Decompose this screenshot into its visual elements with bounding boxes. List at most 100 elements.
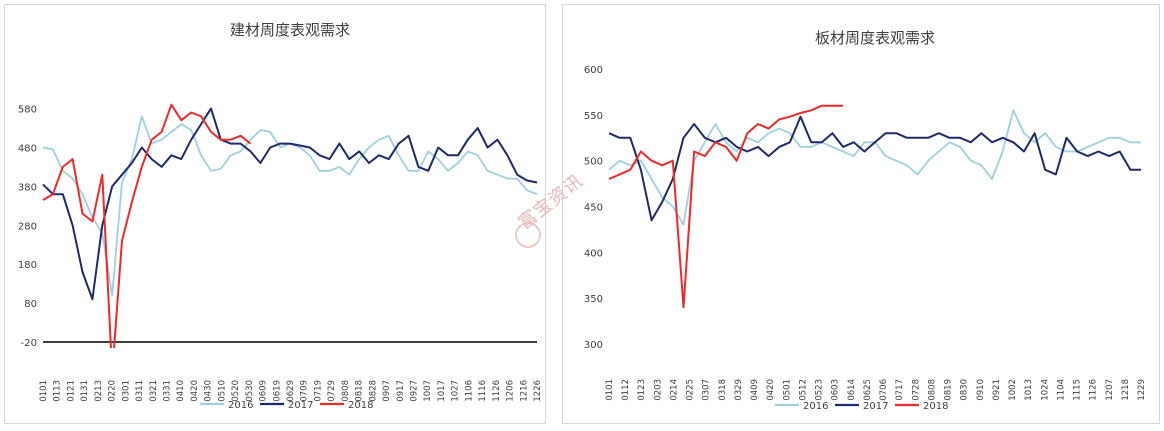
series-group	[608, 104, 1141, 309]
x-tick-label: 0609	[259, 380, 269, 402]
y-tick-label: 280	[18, 221, 37, 232]
x-tick-label: 0808	[341, 380, 351, 402]
x-tick-label: 0828	[368, 380, 378, 402]
x-tick-label: 1024	[1040, 379, 1050, 401]
y-tick-label: 600	[584, 65, 603, 76]
series-group	[42, 103, 538, 348]
x-tick-label: 0131	[80, 380, 90, 402]
x-tick-label: 0301	[121, 380, 131, 402]
y-tick-label: 450	[584, 203, 603, 214]
x-tick-label: 0214	[669, 379, 679, 401]
x-tick-label: 0629	[286, 380, 296, 402]
x-tick-label: 1106	[464, 380, 474, 402]
x-tick-label: 0530	[245, 380, 255, 402]
series-line-2018	[42, 103, 252, 348]
chart-title: 建材周度表观需求	[230, 21, 350, 39]
series-line-2016	[608, 109, 1141, 226]
watermark-logo-icon	[515, 222, 541, 248]
chart-panel-construction: 建材周度表观需求 -20 80 180 280 380 480 580 0101 0113 0121…	[4, 4, 546, 424]
x-tick-label: 0420	[766, 379, 776, 401]
x-tick-label: 0220	[108, 380, 118, 402]
x-tick-label: 1116	[478, 380, 488, 402]
x-tick-label: 0706	[879, 379, 889, 401]
x-tick-label: 0501	[782, 379, 792, 401]
x-tick-label: 0729	[327, 380, 337, 402]
legend-label-2017: 2017	[863, 401, 888, 412]
x-tick-label: 0203	[653, 379, 663, 401]
x-tick-label: 0625	[863, 379, 873, 401]
y-tick-label: 500	[584, 157, 603, 168]
x-tick-label: 0410	[176, 380, 186, 402]
x-tick-label: 0717	[895, 379, 905, 401]
y-tick-label: 400	[584, 248, 603, 259]
x-tick-label: 1007	[423, 380, 433, 402]
y-tick-label: 580	[18, 105, 37, 116]
y-tick-label: 300	[584, 340, 603, 351]
x-tick-label: 0321	[149, 380, 159, 402]
x-tick-label: 0318	[718, 379, 728, 401]
x-tick-label: 1216	[519, 380, 529, 402]
x-tick-label: 1126	[1089, 379, 1099, 401]
x-tick-label: 0112	[621, 379, 631, 401]
x-tick-label: 0818	[355, 380, 365, 402]
x-tick-label: 0213	[94, 380, 104, 402]
y-tick-label: 380	[18, 182, 37, 193]
legend-label-2018: 2018	[348, 400, 373, 411]
x-tick-label: 1218	[1121, 379, 1131, 401]
x-tick-label: 0512	[798, 379, 808, 401]
x-tick-label: 0121	[66, 380, 76, 402]
x-tick-label: 0510	[217, 380, 227, 402]
x-tick-label: 0113	[53, 380, 63, 402]
series-line-2017	[42, 107, 538, 301]
x-tick-label: 1126	[492, 380, 502, 402]
x-tick-label: 0331	[163, 380, 173, 402]
x-tick-label: 0719	[313, 380, 323, 402]
y-tick-label: 480	[18, 143, 37, 154]
x-tick-label: 0614	[847, 379, 857, 401]
chart-title: 板材周度表观需求	[815, 29, 935, 47]
x-tick-label: 0307	[702, 379, 712, 401]
x-tick-label: 0225	[686, 379, 696, 401]
x-tick-label: 1027	[451, 380, 461, 402]
legend-label-2016: 2016	[228, 400, 253, 411]
x-tick-label: 0523	[815, 379, 825, 401]
x-tick-label: 0910	[976, 379, 986, 401]
x-tick-label: 0728	[911, 379, 921, 401]
y-tick-label: 550	[584, 111, 603, 122]
x-tick-label: 1115	[1073, 379, 1083, 401]
x-tick-label: 0808	[927, 379, 937, 401]
x-tick-label: 0329	[734, 379, 744, 401]
x-tick-label: 1226	[533, 380, 543, 402]
x-tick-label: 0101	[39, 380, 49, 402]
legend-label-2017: 2017	[288, 400, 313, 411]
series-line-2018	[608, 104, 844, 309]
legend-label-2016: 2016	[803, 401, 828, 412]
plate-demand-chart: 板材周度表观需求 300 350 400 450 500 550 600 0101 0112 012…	[584, 29, 1147, 412]
x-tick-label: 1013	[1024, 379, 1034, 401]
x-tick-label: 0420	[190, 380, 200, 402]
y-tick-label: 80	[24, 299, 37, 310]
x-tick-label: 0921	[992, 379, 1002, 401]
x-tick-label: 0709	[300, 380, 310, 402]
x-tick-label: 0101	[605, 379, 615, 401]
series-line-2017	[608, 115, 1141, 222]
x-tick-label: 0311	[135, 380, 145, 402]
y-tick-label: 180	[18, 260, 37, 271]
chart-panel-plate: 板材周度表观需求 300 350 400 450 500 550 600 0101 0112 012…	[562, 4, 1160, 424]
legend-label-2018: 2018	[923, 401, 948, 412]
x-tick-label: 0123	[637, 379, 647, 401]
x-tick-label: 1207	[1105, 379, 1115, 401]
x-tick-label: 0409	[750, 379, 760, 401]
x-tick-label: 1229	[1137, 379, 1147, 401]
x-tick-label: 0819	[944, 379, 954, 401]
x-tick-label: 0830	[960, 379, 970, 401]
y-tick-label: 350	[584, 294, 603, 305]
x-tick-label: 0917	[396, 380, 406, 402]
x-tick-label: 1206	[506, 380, 516, 402]
x-tick-label: 1002	[1008, 379, 1018, 401]
y-tick-label: -20	[21, 338, 37, 349]
x-tick-label: 0907	[382, 380, 392, 402]
x-tick-label: 0520	[231, 380, 241, 402]
x-tick-label: 0430	[204, 380, 214, 402]
x-tick-label: 0603	[831, 379, 841, 401]
